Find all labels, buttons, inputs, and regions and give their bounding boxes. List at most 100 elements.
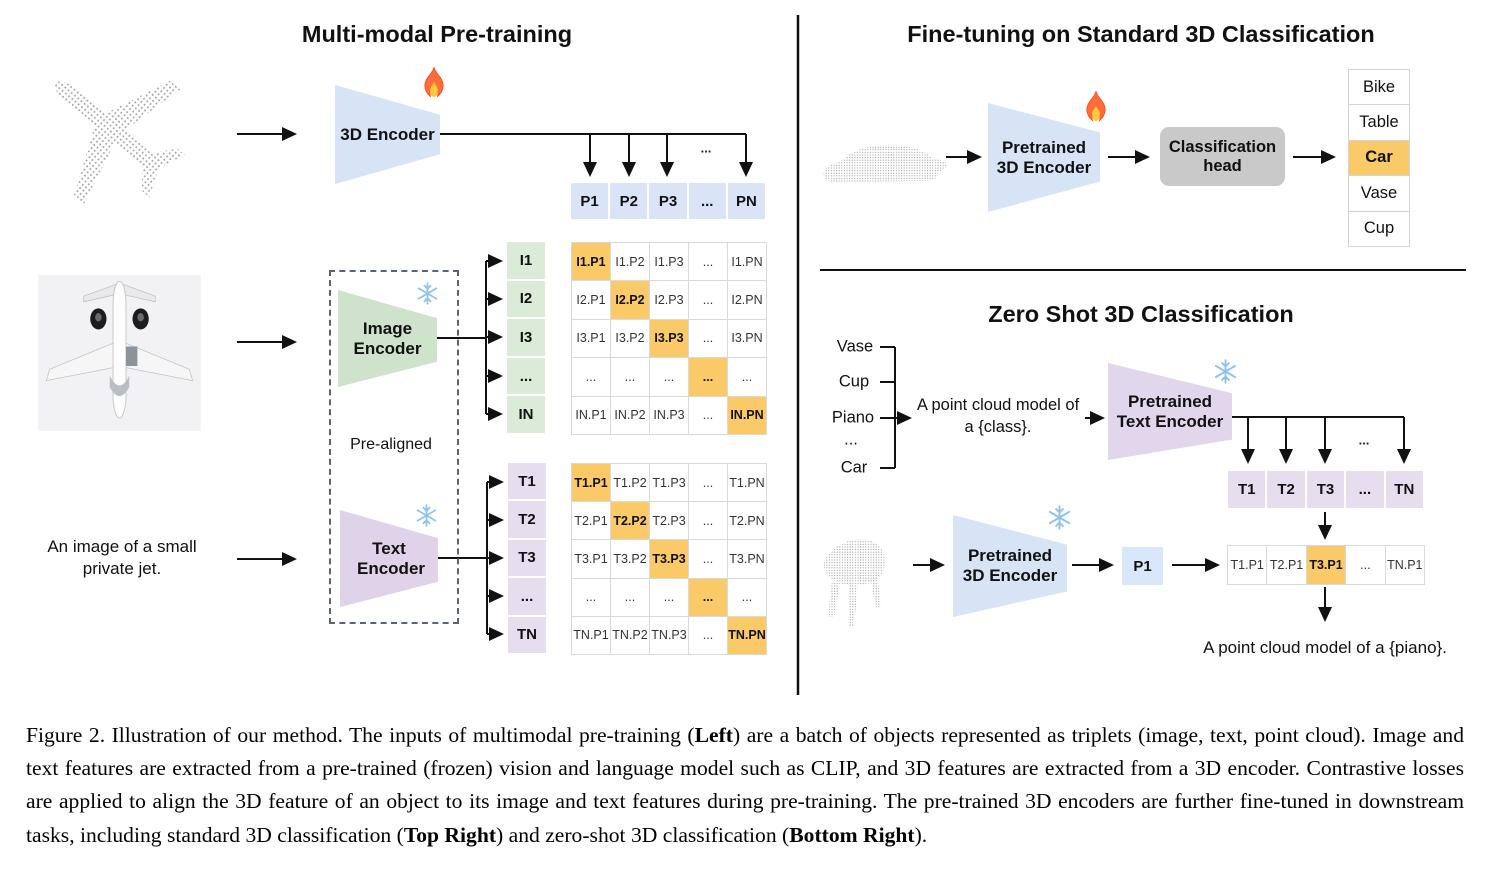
t-feature-cell: TN	[1385, 471, 1423, 508]
matrix-cell: IN.P1	[572, 396, 610, 434]
figure-caption: Figure 2. Illustration of our method. Th…	[26, 719, 1464, 852]
ellipsis-t-arrows: ...	[1358, 432, 1370, 448]
matrix-cell: TN.PN	[728, 616, 766, 654]
matrix-cell: ...	[650, 578, 688, 616]
matrix-cell: T2.P3	[650, 502, 688, 540]
matrix-cell: I1.PN	[728, 243, 766, 281]
p-feature-cell: P1	[571, 183, 609, 219]
matrix-cell: TN.P2	[611, 616, 649, 654]
t-feature-cell: T2	[1267, 471, 1305, 508]
result-cell: T1.P1	[1228, 546, 1267, 584]
image-feature-cell: I2	[507, 280, 545, 318]
matrix-cell: ...	[689, 616, 727, 654]
text-input-caption: An image of a small private jet.	[47, 537, 197, 578]
matrix-cell: ...	[611, 578, 649, 616]
prompt-line-1: A point cloud model of	[916, 396, 1080, 414]
jet-image	[38, 275, 201, 431]
matrix-cell: I2.P1	[572, 281, 610, 319]
matrix-cell: ...	[689, 281, 727, 319]
text-feature-cell: T1	[508, 463, 546, 500]
matrix-cell: T3.P2	[611, 540, 649, 578]
matrix-cell: IN.P2	[611, 396, 649, 434]
t-feature-cell: ...	[1346, 471, 1384, 508]
zeroshot-title: Zero Shot 3D Classification	[988, 301, 1294, 327]
matrix-cell: T3.P3	[650, 540, 688, 578]
airplane-point-cloud	[53, 80, 185, 206]
matrix-cell: ...	[728, 358, 766, 396]
pre-aligned-box	[329, 270, 459, 624]
result-cell: TN.P1	[1385, 546, 1424, 584]
snowflake-icon	[417, 282, 438, 305]
matrix-cell: ...	[689, 578, 727, 616]
zeroshot-result-row: T1.P1 T2.P1 T3.P1... TN.P1	[1227, 545, 1425, 585]
finetune-title: Fine-tuning on Standard 3D Classificatio…	[907, 21, 1375, 47]
p-feature-row: P1 P2 P3... PN	[571, 183, 765, 219]
zeroshot-3d-encoder-label: Pretrained 3D Encoder	[962, 546, 1058, 585]
zeroshot-class-vase: Vase	[836, 337, 874, 356]
class-list-item: Bike	[1349, 70, 1409, 105]
3d-encoder-label: 3D Encoder	[340, 124, 435, 144]
matrix-cell: T2.P1	[572, 502, 610, 540]
snowflake-icon	[416, 504, 437, 527]
matrix-cell: I2.P3	[650, 281, 688, 319]
matrix-cell: TN.P3	[650, 616, 688, 654]
image-feature-cell: I3	[507, 319, 545, 356]
fire-icon	[424, 67, 444, 98]
matrix-cell: I3.P3	[650, 319, 688, 358]
matrix-cell: T1.PN	[728, 464, 766, 502]
matrix-cell: ...	[689, 243, 727, 281]
image-feature-cell: I1	[507, 242, 545, 279]
class-list-item: Cup	[1349, 211, 1409, 246]
text-encoder-label: Text Encoder	[357, 538, 426, 578]
p-feature-cell: P2	[610, 183, 648, 219]
result-cell: T3.P1	[1306, 546, 1346, 584]
caption-segment: ) are a batch of objects represented as …	[26, 723, 1464, 847]
zeroshot-result-text: A point cloud model of a {piano}.	[1203, 638, 1447, 657]
t-feature-row: T1 T2 T3... TN	[1228, 471, 1423, 508]
zeroshot-class-piano: Piano	[831, 408, 875, 427]
image-feature-cell: IN	[507, 396, 545, 433]
image-encoder-label: Image Encoder	[353, 318, 422, 358]
matrix-cell: I3.PN	[728, 319, 766, 358]
t-feature-cell: T3	[1306, 471, 1345, 508]
class-list-item: Table	[1349, 105, 1409, 140]
piano-point-cloud	[823, 539, 885, 626]
matrix-cell: ...	[572, 358, 610, 396]
caption-segment: Left	[694, 723, 733, 747]
finetune-encoder-label: Pretrained 3D Encoder	[996, 137, 1092, 177]
car-point-cloud	[823, 144, 948, 182]
zeroshot-class-cup: Cup	[838, 372, 870, 391]
matrix-cell: TN.P1	[572, 616, 610, 654]
text-feature-cell: ...	[508, 578, 546, 615]
caption-segment: ).	[914, 822, 928, 847]
matrix-cell: ...	[689, 358, 727, 396]
matrix-cell: ...	[689, 502, 727, 540]
class-list-item: Car	[1349, 140, 1409, 176]
matrix-cell: ...	[689, 319, 727, 358]
classification-head-box: Classification head	[1160, 127, 1285, 186]
text-feature-column: T1 T2 T3... TN	[508, 463, 546, 653]
matrix-cell: ...	[611, 358, 649, 396]
pre-aligned-label: Pre-aligned	[350, 436, 432, 453]
zeroshot-class-car: Car	[840, 458, 868, 477]
text-feature-cell: T2	[508, 501, 546, 538]
snowflake-icon	[1048, 505, 1071, 530]
p-feature-cell: P3	[649, 183, 687, 219]
matrix-cell: IN.PN	[728, 396, 766, 434]
class-list: Bike Table Car Vase Cup	[1348, 69, 1410, 247]
pretraining-title: Multi-modal Pre-training	[301, 21, 573, 47]
text-feature-cell: T3	[508, 539, 546, 577]
text-feature-cell: TN	[508, 616, 546, 653]
caption-segment: ) and zero-shot 3D classification (	[496, 822, 790, 847]
class-list-item: Vase	[1349, 176, 1409, 211]
matrix-cell: T3.PN	[728, 540, 766, 578]
matrix-cell: T2.P2	[611, 502, 649, 540]
matrix-cell: ...	[689, 396, 727, 434]
caption-segment: Figure 2. Illustration of our method. Th…	[26, 723, 695, 747]
matrix-cell: I3.P2	[611, 319, 649, 358]
classification-head-label: Classification head	[1168, 137, 1277, 175]
ellipsis-p-arrows: ...	[700, 140, 712, 156]
prompt-line-2: a {class}.	[964, 418, 1032, 436]
matrix-cell: I3.P1	[572, 319, 610, 358]
